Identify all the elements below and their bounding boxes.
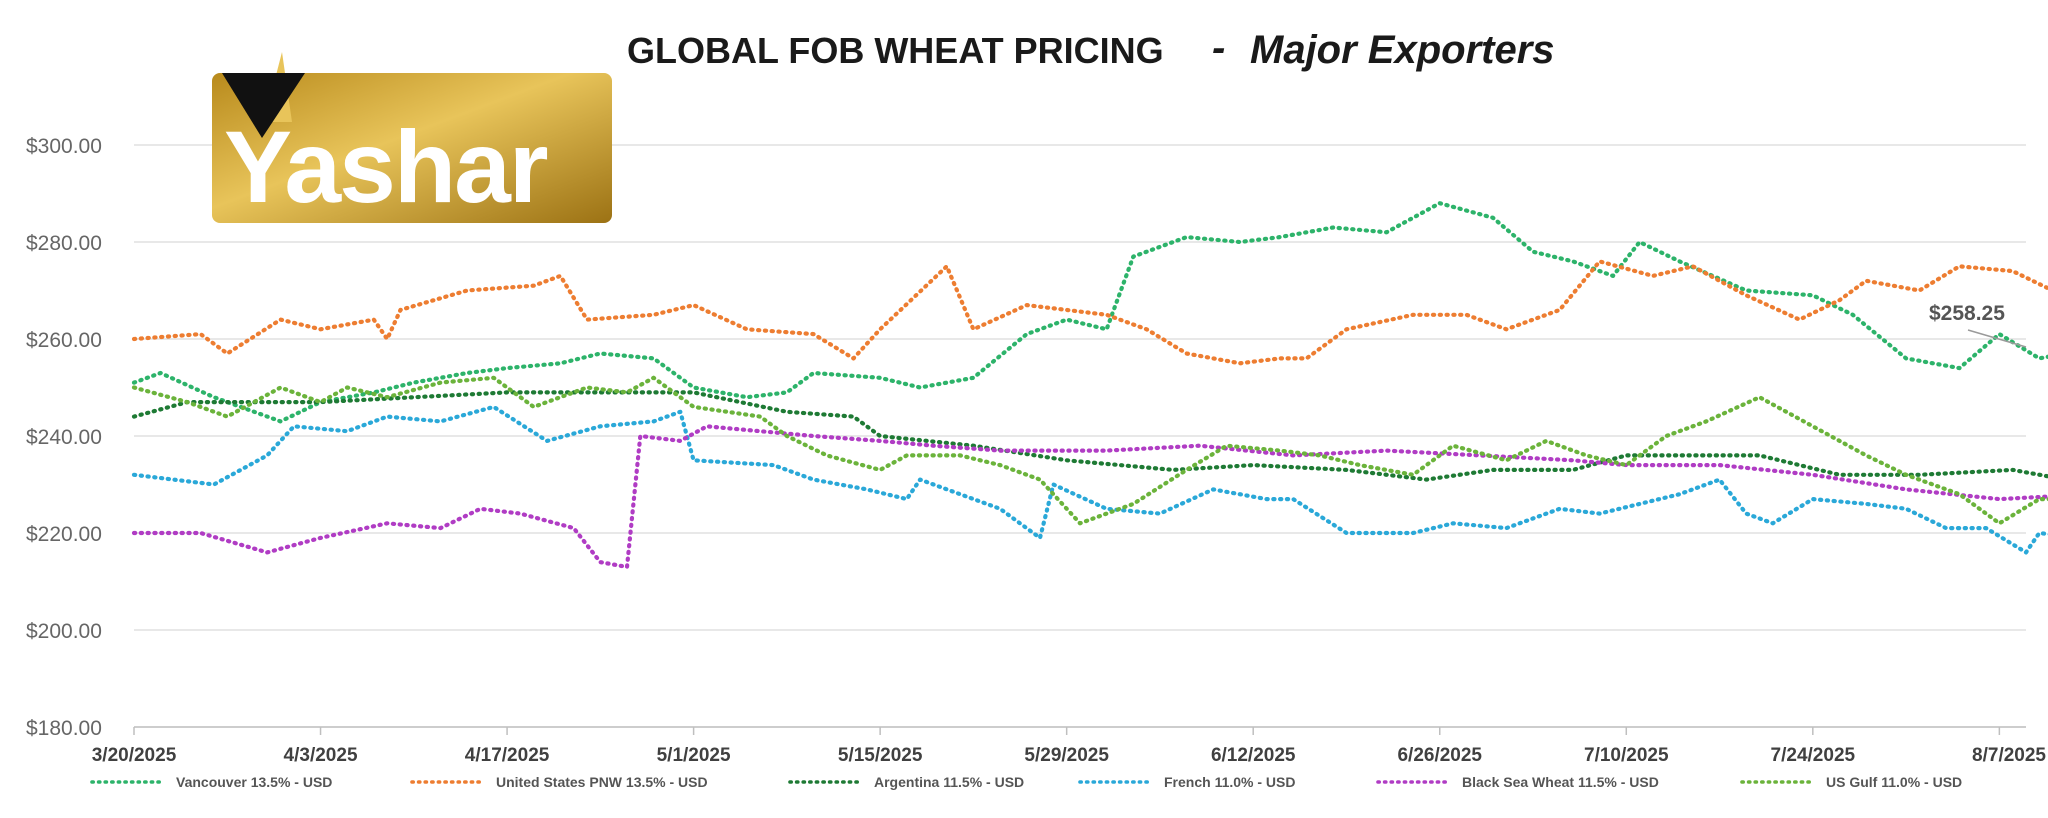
title-separator: -	[1212, 26, 1225, 70]
x-tick-label: 4/3/2025	[284, 745, 358, 766]
logo-black-triangle	[222, 73, 305, 138]
last-value-callout: $258.25	[1929, 302, 2027, 348]
x-tick-label: 5/29/2025	[1024, 745, 1109, 766]
legend-label: US Gulf 11.0% - USD	[1826, 774, 1962, 790]
series-line-0	[131, 201, 2048, 424]
chart-title: GLOBAL FOB WHEAT PRICING	[627, 30, 1164, 71]
logo-gold-plate	[212, 73, 612, 223]
x-axis: 3/20/2025 4/3/2025 4/17/2025 5/1/2025 5/15/2…	[92, 726, 2046, 766]
legend-label: Black Sea Wheat 11.5% - USD	[1462, 774, 1659, 790]
legend-label: Argentina 11.5% - USD	[874, 774, 1024, 790]
legend-label: United States PNW 13.5% - USD	[496, 774, 708, 790]
chart-subtitle: Major Exporters	[1250, 28, 1555, 72]
x-tick-label: 8/7/2025	[1972, 745, 2046, 766]
legend: Vancouver 13.5% - USD United States PNW 1…	[90, 774, 1962, 790]
x-tick-label: 7/10/2025	[1584, 745, 1669, 766]
yashar-logo: Yashar	[212, 52, 612, 224]
y-tick-label: $180.00	[26, 717, 102, 740]
logo-wordmark: Yashar	[224, 110, 548, 224]
y-tick-label: $220.00	[26, 523, 102, 546]
x-tick-label: 5/15/2025	[838, 745, 923, 766]
series-line-2	[131, 390, 2048, 482]
y-axis-tick-labels: $180.00 $200.00 $220.00 $240.00 $260.00 $280.…	[26, 135, 102, 740]
series-line-3	[131, 404, 2048, 555]
legend-label: Vancouver 13.5% - USD	[176, 774, 332, 790]
y-tick-label: $300.00	[26, 135, 102, 158]
x-tick-label: 3/20/2025	[92, 745, 177, 766]
x-tick-label: 4/17/2025	[465, 745, 550, 766]
series-lines	[131, 201, 2048, 570]
series-line-1	[131, 259, 2048, 366]
x-tick-label: 6/26/2025	[1397, 745, 1482, 766]
x-tick-label: 7/24/2025	[1771, 745, 1856, 766]
y-tick-label: $200.00	[26, 620, 102, 643]
y-tick-label: $280.00	[26, 232, 102, 255]
legend-label: French 11.0% - USD	[1164, 774, 1296, 790]
y-tick-label: $260.00	[26, 329, 102, 352]
callout-value: $258.25	[1929, 302, 2005, 325]
series-line-5	[131, 375, 2048, 526]
y-tick-label: $240.00	[26, 426, 102, 449]
x-tick-label: 6/12/2025	[1211, 745, 1296, 766]
callout-leader-line	[1967, 329, 2027, 348]
x-tick-label: 5/1/2025	[657, 745, 731, 766]
